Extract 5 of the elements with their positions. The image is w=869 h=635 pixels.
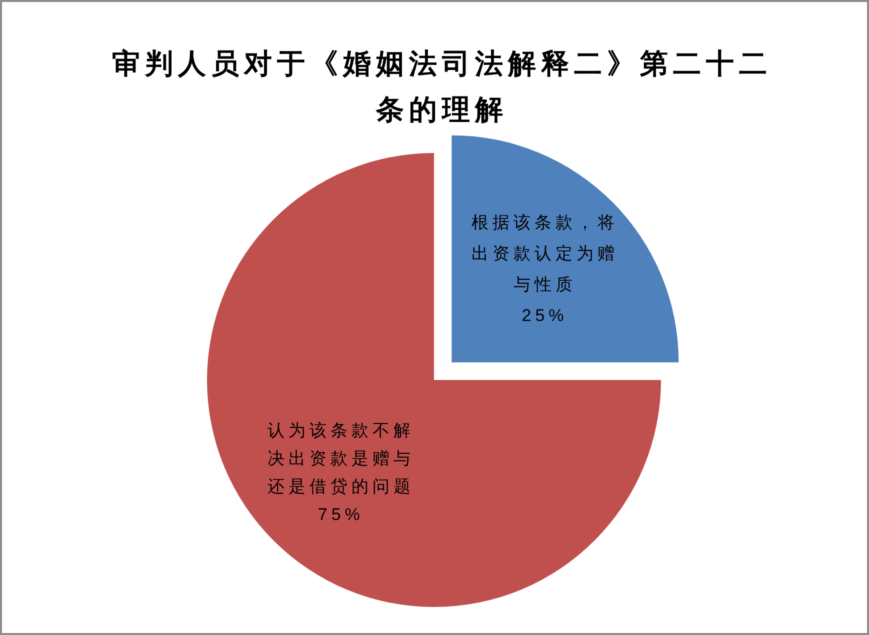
slice-label: 认为该条款不解决出资款是赠与还是借贷的问题 bbox=[266, 420, 416, 498]
data-label: 25% bbox=[520, 305, 569, 328]
chart-title: 审判人员对于《婚姻法司法解释二》第二十二条的理解 bbox=[111, 48, 773, 128]
data-label: 75% bbox=[316, 504, 365, 526]
slice-label: 根据该条款，将出资款认定为赠与性质 bbox=[470, 212, 620, 296]
